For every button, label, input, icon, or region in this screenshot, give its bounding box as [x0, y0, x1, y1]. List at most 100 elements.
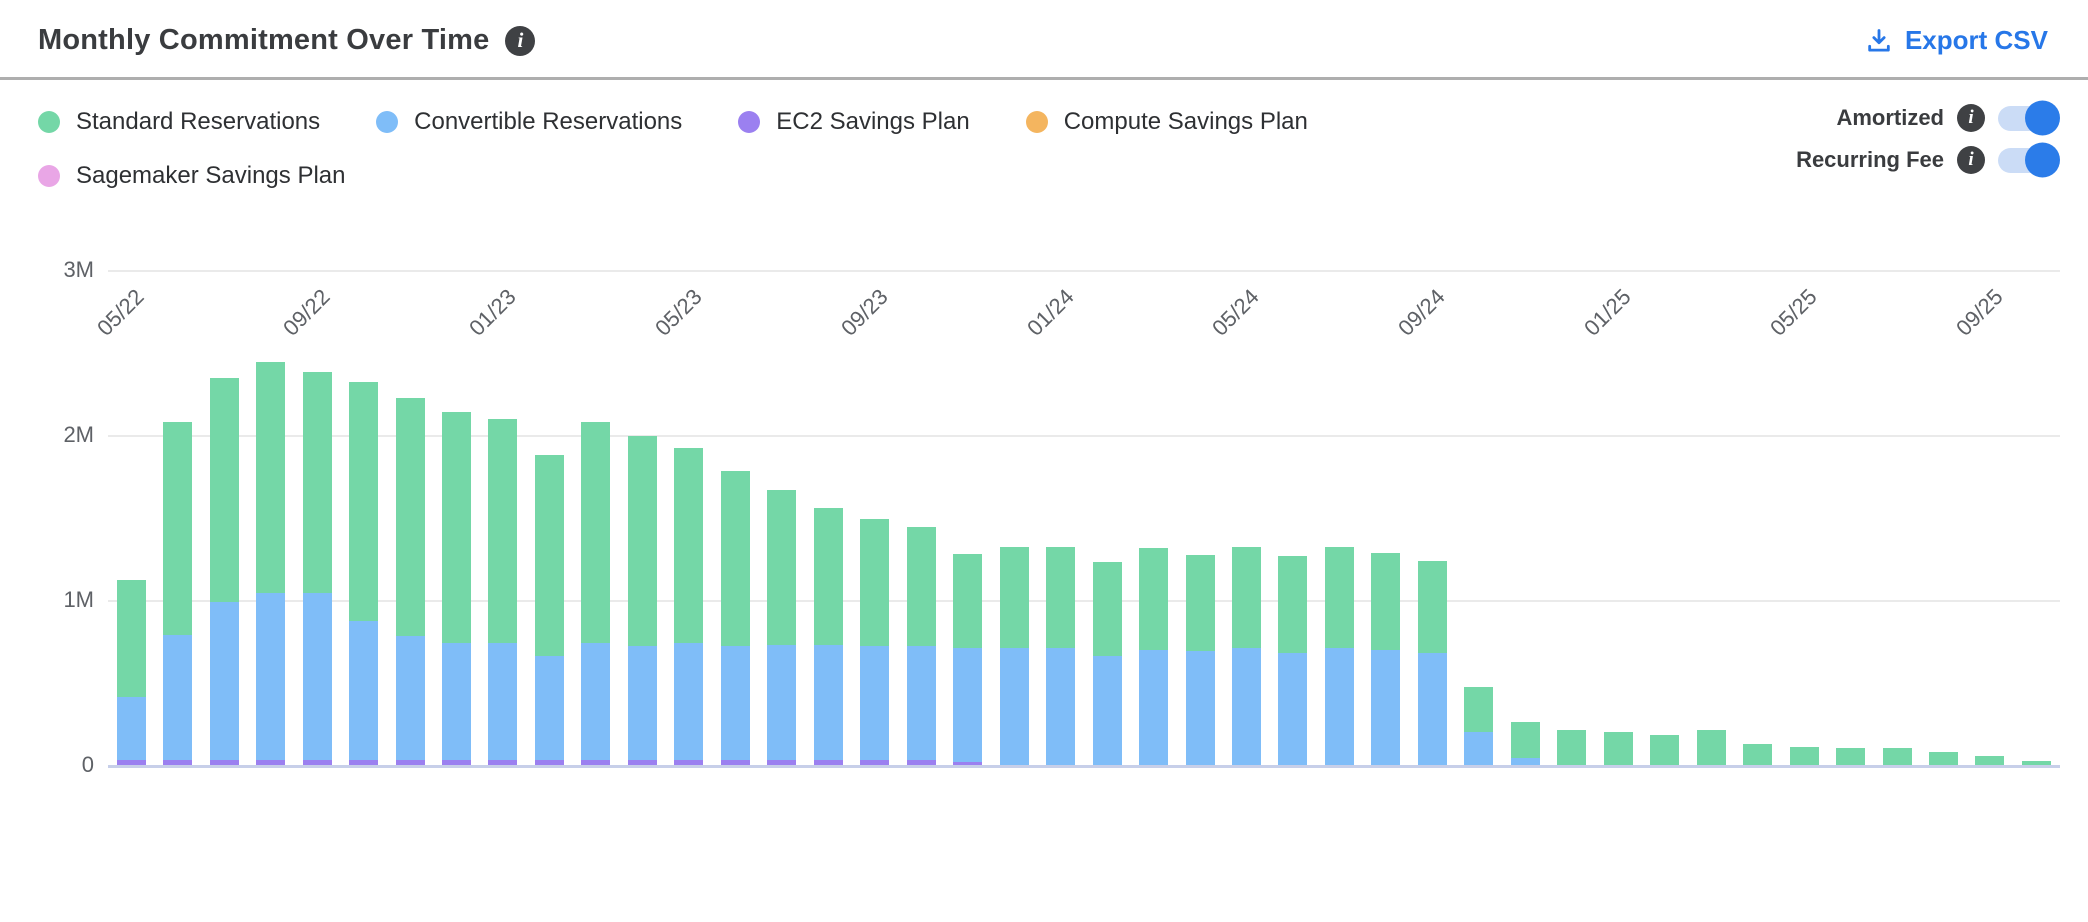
stacked-bar-10/24[interactable]: [1464, 687, 1494, 765]
bar-segment: [1046, 547, 1076, 648]
stacked-bar-04/24[interactable]: [1185, 555, 1215, 765]
download-icon: [1865, 27, 1893, 55]
toggle-label: Recurring Fee: [1796, 147, 1944, 172]
bar-slot-10/25: [2013, 270, 2059, 765]
stacked-bar-11/22[interactable]: [395, 398, 425, 765]
stacked-bar-02/23[interactable]: [534, 455, 564, 765]
legend-item-sagemaker-savings-plan[interactable]: Sagemaker Savings Plan: [38, 162, 345, 190]
bar-segment: [1464, 732, 1494, 765]
legend-dot-icon: [38, 165, 60, 187]
stacked-bar-09/25[interactable]: [1975, 756, 2005, 765]
stacked-bar-10/23[interactable]: [906, 527, 936, 765]
bar-segment: [581, 643, 611, 760]
stacked-bar-08/22[interactable]: [256, 362, 286, 765]
stacked-bar-12/22[interactable]: [442, 412, 472, 765]
stacked-bar-06/22[interactable]: [163, 422, 193, 765]
bar-slot-10/24: [1456, 270, 1502, 765]
stacked-bar-11/24[interactable]: [1510, 722, 1540, 765]
y-tick-label: 1M: [63, 587, 94, 612]
bar-segment: [488, 643, 518, 760]
stacked-bar-04/25[interactable]: [1743, 744, 1773, 765]
bar-slot-09/23: 09/23: [836, 270, 898, 765]
bar-slot-09/24: 09/24: [1393, 270, 1455, 765]
toggle-switch[interactable]: [1998, 100, 2060, 136]
bar-segment: [1139, 548, 1169, 650]
stacked-bar-05/22[interactable]: [116, 580, 146, 765]
bar-segment: [302, 760, 332, 765]
stacked-bar-08/25[interactable]: [1929, 752, 1959, 765]
bar-segment: [999, 547, 1029, 648]
bar-segment: [720, 471, 750, 646]
title-info-icon[interactable]: i: [505, 25, 536, 56]
bar-segment: [256, 760, 286, 765]
bar-slot-05/25: 05/25: [1765, 270, 1827, 765]
toggle-knob: [2025, 142, 2060, 178]
stacked-bar-06/24[interactable]: [1278, 556, 1308, 765]
toggle-row-amortized: Amortized i: [1836, 100, 2060, 136]
export-csv-button[interactable]: Export CSV: [1865, 25, 2048, 56]
legend-item-ec2-savings-plan[interactable]: EC2 Savings Plan: [738, 108, 970, 136]
stacked-bar-08/24[interactable]: [1371, 553, 1401, 765]
stacked-bar-09/22[interactable]: [302, 372, 332, 765]
stacked-bar-05/24[interactable]: [1231, 547, 1261, 765]
bar-segment: [1603, 732, 1633, 765]
legend-item-convertible-reservations[interactable]: Convertible Reservations: [376, 108, 682, 136]
stacked-bar-01/23[interactable]: [488, 419, 518, 765]
stacked-bar-07/22[interactable]: [209, 378, 239, 765]
bar-segment: [442, 760, 472, 765]
stacked-bar-03/25[interactable]: [1696, 730, 1726, 765]
bar-segment: [767, 760, 797, 765]
bar-segment: [1185, 555, 1215, 651]
stacked-bar-02/24[interactable]: [1092, 562, 1122, 765]
info-icon[interactable]: i: [1957, 146, 1985, 174]
bar-slot-07/24: [1316, 270, 1362, 765]
bar-segment: [1278, 653, 1308, 765]
stacked-bar-01/24[interactable]: [1046, 547, 1076, 765]
bar-segment: [1139, 650, 1169, 765]
legend-label: Convertible Reservations: [414, 108, 683, 135]
bar-segment: [1417, 653, 1447, 765]
stacked-bar-02/25[interactable]: [1650, 735, 1680, 765]
stacked-bar-07/23[interactable]: [767, 490, 797, 765]
bar-slot-12/24: [1549, 270, 1595, 765]
toggle-switch[interactable]: [1998, 142, 2060, 178]
stacked-bar-03/23[interactable]: [581, 422, 611, 765]
info-icon[interactable]: i: [1957, 104, 1985, 132]
bar-slot-08/22: [247, 270, 293, 765]
bar-slot-06/23: [712, 270, 758, 765]
bar-slot-01/23: 01/23: [464, 270, 526, 765]
bar-slot-08/25: [1920, 270, 1966, 765]
bar-segment: [953, 648, 983, 762]
legend-dot-icon: [376, 111, 399, 133]
stacked-bar-11/23[interactable]: [953, 554, 983, 765]
stacked-bar-08/23[interactable]: [813, 508, 843, 765]
stacked-bar-07/24[interactable]: [1324, 547, 1354, 765]
stacked-bar-07/25[interactable]: [1882, 748, 1912, 765]
stacked-bar-01/25[interactable]: [1603, 732, 1633, 765]
stacked-bar-06/23[interactable]: [720, 471, 750, 765]
bar-slot-03/24: [1130, 270, 1176, 765]
stacked-bar-12/23[interactable]: [999, 547, 1029, 765]
bar-segment: [349, 760, 379, 765]
stacked-bar-04/23[interactable]: [627, 436, 657, 765]
bar-segment: [906, 646, 936, 760]
bar-slot-05/23: 05/23: [650, 270, 712, 765]
stacked-bar-05/25[interactable]: [1789, 747, 1819, 765]
stacked-bar-10/25[interactable]: [2021, 761, 2051, 765]
toggle-row-recurring-fee: Recurring Fee i: [1796, 142, 2060, 178]
legend-item-compute-savings-plan[interactable]: Compute Savings Plan: [1025, 108, 1308, 136]
bar-slot-01/24: 01/24: [1022, 270, 1083, 765]
stacked-bar-10/22[interactable]: [349, 382, 379, 765]
legend-item-standard-reservations[interactable]: Standard Reservations: [38, 108, 320, 136]
stacked-bar-03/24[interactable]: [1139, 548, 1169, 765]
bar-slot-11/22: [387, 270, 433, 765]
bar-segment: [860, 519, 890, 646]
stacked-bar-09/24[interactable]: [1417, 561, 1447, 765]
stacked-bar-06/25[interactable]: [1836, 748, 1866, 765]
stacked-bar-05/23[interactable]: [674, 448, 704, 765]
bar-segment: [860, 760, 890, 765]
bar-segment: [627, 436, 657, 646]
stacked-bar-12/24[interactable]: [1557, 730, 1587, 765]
bar-segment: [581, 760, 611, 765]
stacked-bar-09/23[interactable]: [860, 519, 890, 765]
